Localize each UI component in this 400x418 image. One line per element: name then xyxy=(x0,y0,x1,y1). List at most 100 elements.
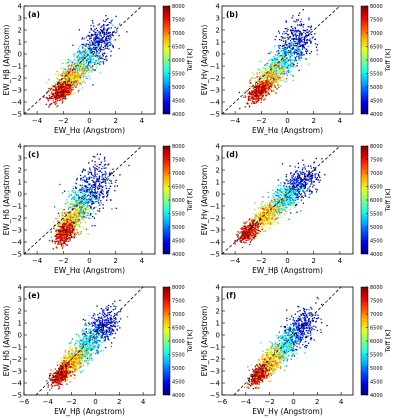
scatter-point xyxy=(71,225,73,227)
scatter-point xyxy=(287,180,289,182)
scatter-point xyxy=(73,237,75,239)
scatter-point xyxy=(73,77,75,79)
scatter-point xyxy=(270,81,273,83)
scatter-point xyxy=(310,25,312,27)
scatter-point xyxy=(64,85,66,87)
y-tick-label: 3 xyxy=(18,155,22,163)
scatter-point xyxy=(80,76,82,78)
scatter-point xyxy=(64,76,66,78)
scatter-point xyxy=(291,44,293,46)
scatter-point xyxy=(292,79,294,81)
scatter-point xyxy=(55,73,57,76)
scatter-point xyxy=(59,228,61,231)
scatter-point xyxy=(81,196,83,199)
scatter-point xyxy=(99,38,101,40)
scatter-point xyxy=(282,65,285,67)
scatter-point xyxy=(69,234,71,237)
scatter-point xyxy=(308,39,310,41)
scatter-point xyxy=(275,76,278,78)
scatter-point xyxy=(62,69,64,71)
scatter-point xyxy=(65,73,67,75)
scatter-point xyxy=(90,24,92,27)
scatter-point xyxy=(256,73,258,75)
scatter-point xyxy=(50,236,53,238)
scatter-point xyxy=(61,209,63,211)
scatter-point xyxy=(68,85,70,87)
scatter-point xyxy=(61,88,63,91)
scatter-point xyxy=(104,171,106,173)
scatter-point xyxy=(62,233,64,235)
y-tick-label: 1 xyxy=(18,39,22,47)
scatter-point xyxy=(95,38,97,40)
scatter-point xyxy=(264,74,267,77)
scatter-point xyxy=(75,67,78,70)
scatter-point xyxy=(254,91,256,93)
scatter-point xyxy=(61,88,64,90)
scatter-point xyxy=(298,39,300,41)
scatter-point xyxy=(286,192,288,195)
scatter-point xyxy=(282,80,284,82)
scatter-point xyxy=(270,75,272,77)
scatter-point xyxy=(92,48,94,50)
scatter-point xyxy=(119,174,121,176)
scatter-point xyxy=(87,233,89,235)
scatter-point xyxy=(80,62,82,65)
scatter-point xyxy=(65,244,67,246)
scatter-point xyxy=(58,221,60,224)
scatter-point xyxy=(303,24,305,26)
scatter-point xyxy=(48,106,50,108)
scatter-point xyxy=(68,78,70,81)
scatter-point xyxy=(66,218,68,220)
scatter-point xyxy=(272,73,274,75)
scatter-point xyxy=(66,73,68,75)
scatter-point xyxy=(88,176,90,179)
scatter-point xyxy=(98,43,100,46)
x-axis-label: EW_Hα (Angstrom) xyxy=(54,266,125,275)
scatter-point xyxy=(251,71,253,74)
scatter-point xyxy=(80,221,82,223)
scatter-point xyxy=(278,64,280,66)
scatter-point xyxy=(255,93,257,95)
scatter-point xyxy=(58,93,61,95)
scatter-point xyxy=(81,37,84,39)
scatter-point xyxy=(112,31,114,33)
scatter-point xyxy=(75,221,77,223)
scatter-point xyxy=(267,71,269,73)
scatter-point xyxy=(273,83,275,86)
scatter-point xyxy=(263,86,265,88)
scatter-point xyxy=(266,80,268,82)
scatter-point xyxy=(68,73,70,76)
scatter-point xyxy=(64,77,66,79)
scatter-point xyxy=(66,229,68,231)
scatter-point xyxy=(313,184,315,186)
scatter-point xyxy=(87,173,89,175)
scatter-point xyxy=(306,50,309,52)
scatter-point xyxy=(283,67,285,69)
scatter-point xyxy=(258,93,261,95)
scatter-point xyxy=(71,81,73,84)
scatter-point xyxy=(276,66,278,68)
scatter-point xyxy=(252,74,255,76)
scatter-point xyxy=(68,69,70,71)
scatter-point xyxy=(111,19,113,21)
scatter-point xyxy=(285,56,287,58)
scatter-point xyxy=(300,37,302,39)
scatter-point xyxy=(308,34,310,37)
scatter-point xyxy=(66,78,68,81)
scatter-point xyxy=(79,174,82,177)
scatter-point xyxy=(80,179,82,181)
scatter-point xyxy=(280,73,282,75)
scatter-point xyxy=(72,220,74,223)
scatter-point xyxy=(60,99,62,101)
scatter-point xyxy=(294,27,297,30)
scatter-point xyxy=(65,223,67,225)
scatter-point xyxy=(67,203,69,205)
scatter-point xyxy=(96,179,98,181)
scatter-point xyxy=(82,190,84,192)
scatter-point xyxy=(61,90,63,92)
scatter-point xyxy=(268,71,270,73)
scatter-point xyxy=(64,90,66,93)
scatter-point xyxy=(238,91,240,94)
scatter-point xyxy=(59,208,61,210)
scatter-point xyxy=(284,183,286,185)
